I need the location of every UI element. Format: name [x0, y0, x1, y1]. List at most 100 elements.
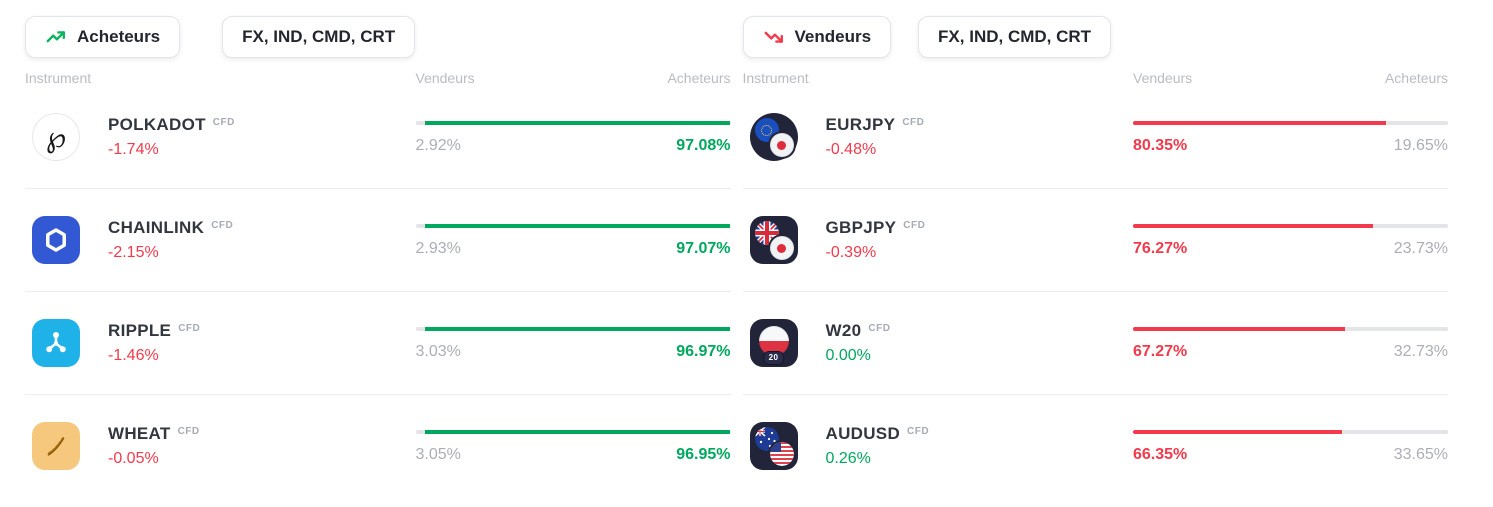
gbpjpy-icon [749, 216, 798, 264]
buyers-filter-button[interactable]: FX, IND, CMD, CRT [222, 16, 416, 58]
sentiment-meter: 76.27% 23.73% [1133, 223, 1448, 257]
sellers-bar-segment [1133, 120, 1387, 125]
sellers-filter-button[interactable]: FX, IND, CMD, CRT [918, 16, 1112, 58]
instrument-change: -0.39% [825, 244, 877, 262]
sellers-percent: 66.35% [1133, 445, 1188, 463]
instrument-change: -1.74% [108, 141, 159, 159]
poland-flag [758, 326, 789, 356]
instrument-type-badge: CFD [907, 425, 930, 437]
instrument-type-badge: CFD [177, 425, 200, 437]
sellers-bar-segment [415, 223, 425, 228]
instrument-row-polkadot[interactable]: ℘ POLKADOT CFD -1.74% 2.92% 97.08% [25, 86, 731, 188]
sellers-percent: 3.03% [415, 342, 461, 360]
buyers-bar-segment [1342, 429, 1448, 434]
instrument-row-wheat[interactable]: WHEAT CFD -0.05% 3.05% 96.95% [25, 394, 731, 497]
sentiment-bar [415, 326, 731, 331]
buyers-percent: 32.73% [1393, 342, 1448, 360]
col-instrument: Instrument [742, 70, 809, 86]
buyers-bar-segment [425, 326, 731, 331]
sentiment-bar [415, 223, 731, 228]
trending-up-icon [46, 31, 65, 43]
sellers-percent: 67.27% [1133, 342, 1188, 360]
instrument-meta: GBPJPY CFD -0.39% [825, 218, 926, 262]
buyers-percent: 96.95% [676, 445, 731, 463]
instrument-change: -0.05% [108, 450, 159, 468]
trending-down-icon [764, 31, 783, 43]
buyers-panel-header: Acheteurs FX, IND, CMD, CRT [25, 16, 731, 58]
sentiment-meter: 67.27% 32.73% [1133, 326, 1448, 360]
sellers-filter-label: FX, IND, CMD, CRT [938, 27, 1092, 46]
sellers-percent: 80.35% [1133, 136, 1188, 154]
instrument-row-eurjpy[interactable]: EURJPY CFD -0.48% 80.35% 19.65% [743, 86, 1448, 188]
col-sellers: Vendeurs [1133, 70, 1193, 86]
japan-flag [769, 133, 794, 157]
buyers-bar-segment [424, 120, 731, 125]
instrument-symbol: EURJPY [825, 114, 896, 134]
sellers-bar-segment [415, 120, 425, 125]
instrument-change: -2.15% [108, 244, 159, 262]
sentiment-bar [415, 120, 731, 125]
wheat-icon [32, 422, 80, 470]
buyers-column-headers: Instrument Vendeurs Acheteurs [25, 70, 731, 86]
instrument-symbol: WHEAT [108, 423, 171, 443]
instrument-meta: W20 CFD 0.00% [825, 320, 891, 365]
sentiment-bar [1133, 223, 1448, 228]
buyers-bar-segment [1386, 120, 1448, 125]
japan-flag [769, 236, 794, 260]
sellers-bar-segment [1133, 223, 1374, 228]
instrument-meta: CHAINLINK CFD -2.15% [108, 217, 234, 262]
us-flag [769, 442, 794, 466]
sellers-percent: 2.93% [415, 239, 461, 257]
sellers-percent: 2.92% [415, 136, 461, 154]
buyers-bar-segment [425, 429, 731, 434]
sentiment-bar [415, 429, 731, 434]
instrument-type-badge: CFD [903, 219, 926, 231]
sellers-panel-header: Vendeurs FX, IND, CMD, CRT [742, 16, 1449, 58]
instrument-meta: EURJPY CFD -0.48% [825, 114, 925, 159]
sentiment-meter: 2.93% 97.07% [415, 223, 731, 257]
buyers-percent: 33.65% [1393, 445, 1448, 463]
sellers-percent: 3.05% [415, 445, 461, 463]
instrument-meta: RIPPLE CFD -1.46% [108, 321, 200, 365]
buyers-percent: 97.07% [676, 239, 731, 257]
sentiment-meter: 3.05% 96.95% [415, 429, 731, 463]
buyers-tab-button[interactable]: Acheteurs [25, 16, 181, 58]
polkadot-icon: ℘ [32, 113, 80, 161]
buyers-percent: 19.65% [1393, 136, 1448, 154]
instrument-symbol: W20 [825, 320, 862, 340]
col-sellers: Vendeurs [415, 70, 475, 86]
instrument-row-ripple[interactable]: RIPPLE CFD -1.46% 3.03% 96.97% [25, 291, 731, 394]
instrument-row-chainlink[interactable]: CHAINLINK CFD -2.15% 2.93% 97.07% [25, 188, 731, 291]
chainlink-icon [32, 216, 80, 264]
w20-icon: 20 [749, 319, 798, 367]
sentiment-meter: 2.92% 97.08% [415, 120, 731, 154]
buyers-tab-label: Acheteurs [77, 27, 161, 46]
instrument-change: 0.26% [825, 450, 871, 468]
instrument-meta: WHEAT CFD -0.05% [108, 423, 200, 468]
buyers-bar-segment [1344, 326, 1448, 331]
ripple-icon [32, 319, 80, 367]
instrument-type-badge: CFD [902, 116, 925, 128]
instrument-change: -0.48% [825, 141, 877, 159]
sellers-tab-button[interactable]: Vendeurs [742, 16, 892, 58]
sentiment-bar [1133, 120, 1448, 125]
w20-index-badge: 20 [763, 352, 784, 364]
col-instrument: Instrument [25, 70, 92, 86]
buyers-panel: Acheteurs FX, IND, CMD, CRT Instrument V… [25, 16, 731, 507]
instrument-row-audusd[interactable]: AUDUSD CFD 0.26% 66.35% 33.65% [742, 394, 1448, 497]
instrument-row-w20[interactable]: 20 W20 CFD 0.00% 67.27% 32.73% [742, 291, 1448, 394]
instrument-change: -1.46% [108, 347, 159, 365]
instrument-type-badge: CFD [211, 219, 234, 231]
buyers-bar-segment [424, 223, 731, 228]
buyers-percent: 23.73% [1393, 239, 1448, 257]
instrument-type-badge: CFD [868, 322, 891, 334]
sellers-percent: 76.27% [1133, 239, 1188, 257]
buyers-percent: 96.97% [676, 342, 731, 360]
sentiment-bar [1133, 326, 1448, 331]
instrument-row-gbpjpy[interactable]: GBPJPY CFD -0.39% 76.27% 23.73% [742, 188, 1448, 291]
sentiment-bar [1133, 429, 1448, 434]
sellers-bar-segment [1133, 429, 1342, 434]
instrument-symbol: CHAINLINK [108, 217, 205, 237]
sellers-panel: Vendeurs FX, IND, CMD, CRT Instrument Ve… [742, 16, 1449, 507]
